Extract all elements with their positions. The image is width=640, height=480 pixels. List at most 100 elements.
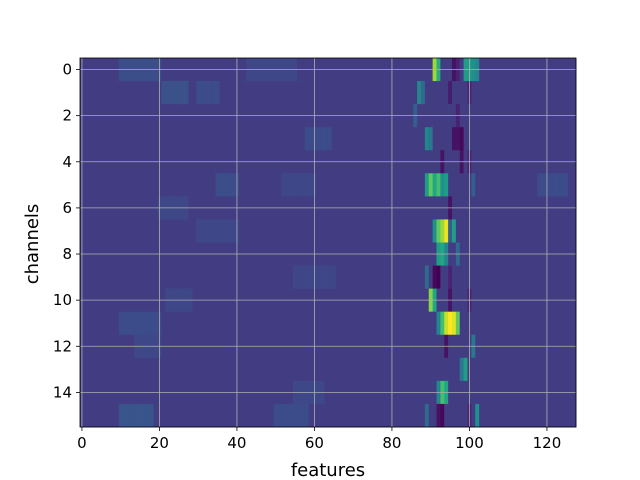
heatmap-cell [517,81,523,105]
heatmap-cell [514,311,519,336]
heatmap-cell [572,127,577,151]
heatmap-cell [196,357,201,382]
heatmap-cell [514,173,519,197]
heatmap-cell [475,403,480,428]
heatmap-cell [169,219,174,243]
heatmap-cell [455,81,461,105]
heatmap-cell [200,81,205,105]
heatmap-cell [331,403,337,428]
heatmap-cell [494,311,499,336]
heatmap-cell [114,357,120,382]
heatmap-cell [258,403,263,428]
heatmap-cell [219,265,224,289]
heatmap-cell [130,219,135,243]
heatmap-cell [552,219,557,243]
heatmap-cell [161,81,166,105]
heatmap-cell [200,311,205,336]
heatmap-cell [138,219,143,243]
heatmap-cell [444,265,449,289]
heatmap-cell [266,265,271,289]
heatmap-cell [533,265,538,289]
heatmap-cell [161,357,166,382]
heatmap-cell [548,265,554,289]
heatmap-cell [529,127,534,151]
heatmap-cell [351,311,356,336]
heatmap-cell [331,265,337,289]
heatmap-cell [111,265,116,289]
heatmap-cell [378,81,383,105]
heatmap-cell [165,311,170,336]
heatmap-cell [103,219,108,243]
heatmap-cell [343,311,348,336]
heatmap-cell [393,127,399,151]
heatmap-cell [486,403,492,428]
y-axis-label: channels [22,204,43,285]
heatmap-cell [537,311,542,336]
heatmap-cell [405,219,410,243]
y-tick-label: 14 [53,383,72,401]
heatmap-cell [355,403,360,428]
y-tick-label: 4 [62,153,72,171]
heatmap-cell [188,265,193,289]
heatmap-cell [378,265,383,289]
heatmap-cell [490,81,495,105]
heatmap-cell [118,81,123,105]
x-tick-label: 100 [455,434,484,452]
heatmap-cell [397,81,402,105]
heatmap-cell [196,311,201,336]
heatmap-cell [126,265,131,289]
heatmap-cell [432,173,437,197]
heatmap-cell [153,311,158,336]
heatmap-cell [537,357,542,382]
heatmap-cell [223,311,228,336]
heatmap-cell [161,311,166,336]
heatmap-cell [285,311,290,336]
heatmap-cell [149,403,154,428]
heatmap-cell [91,81,96,105]
heatmap-cell [281,357,286,382]
heatmap-cell [207,219,213,243]
heatmap-cell [107,173,112,197]
heatmap-cell [107,81,112,105]
heatmap-cell [541,357,546,382]
heatmap-cell [424,357,430,382]
heatmap-cell [273,357,278,382]
heatmap-cell [176,173,182,197]
heatmap-cell [173,357,178,382]
heatmap-cell [231,173,236,197]
heatmap-cell [227,219,232,243]
heatmap-cell [452,265,457,289]
heatmap-cell [188,173,193,197]
heatmap-cell [529,403,534,428]
heatmap-cell [316,357,321,382]
heatmap-cell [281,311,286,336]
heatmap-cell [308,81,313,105]
heatmap-cell [486,127,492,151]
heatmap-cell [169,311,174,336]
heatmap-cell [440,173,445,197]
heatmap-cell [138,173,143,197]
heatmap-cell [351,357,356,382]
heatmap-cell [510,81,515,105]
heatmap-cell [300,127,306,151]
heatmap-cell [359,81,364,105]
heatmap-cell [521,173,526,197]
heatmap-cell [145,173,151,197]
heatmap-cell [204,81,209,105]
heatmap-cell [370,127,375,151]
heatmap-cell [153,357,158,382]
heatmap-cell [351,219,356,243]
heatmap-cell [362,127,368,151]
heatmap-cell [521,265,526,289]
heatmap-cell [417,127,422,151]
heatmap-cell [107,403,112,428]
heatmap-cell [324,265,329,289]
heatmap-cell [83,127,89,151]
heatmap-cell [347,265,352,289]
heatmap-cell [335,357,340,382]
heatmap-cell [537,81,542,105]
heatmap-cell [328,127,333,151]
heatmap-cell [525,357,530,382]
heatmap-cell [424,219,430,243]
